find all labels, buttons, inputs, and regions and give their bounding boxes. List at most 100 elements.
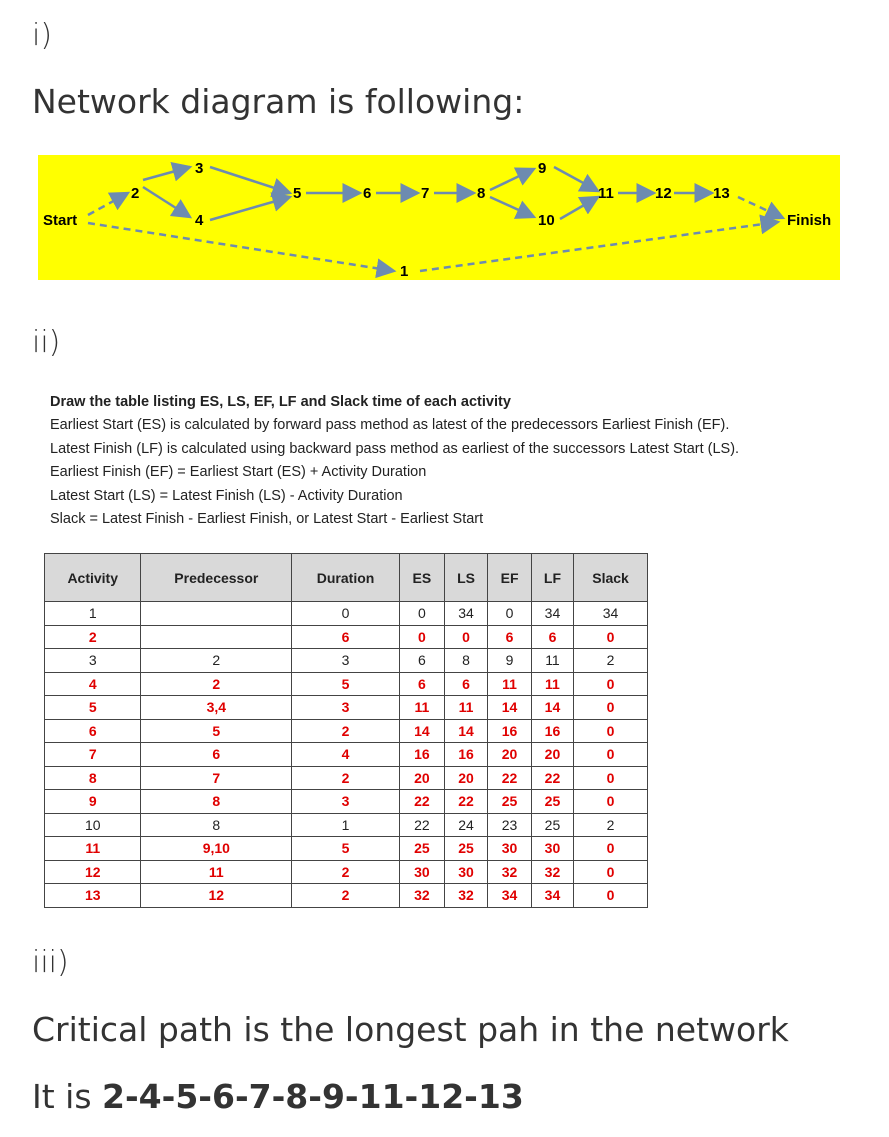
section-label-ii: ii) bbox=[32, 325, 61, 360]
table-cell-es: 22 bbox=[398, 789, 445, 814]
table-cell-lf: 11 bbox=[530, 671, 575, 696]
table-cell-duration: 5 bbox=[291, 671, 400, 696]
edge-13-finish bbox=[737, 195, 786, 220]
node-5: 5 bbox=[293, 185, 301, 202]
table-cell-ef: 16 bbox=[487, 718, 532, 743]
table-cell-activity: 6 bbox=[43, 718, 142, 743]
edge-3-5 bbox=[209, 165, 293, 198]
table-cell-predecessor: 2 bbox=[140, 648, 293, 673]
table-row: 7 6 4 16 16 20 20 0 bbox=[43, 742, 648, 767]
table-cell-ls: 0 bbox=[443, 624, 489, 649]
edge-2-3 bbox=[142, 162, 193, 182]
table-cell-slack: 0 bbox=[573, 836, 648, 861]
table-cell-es: 32 bbox=[398, 883, 445, 908]
table-cell-ef: 23 bbox=[487, 812, 532, 837]
table-cell-es: 6 bbox=[398, 671, 445, 696]
table-cell-es: 25 bbox=[398, 836, 445, 861]
table-cell-lf: 20 bbox=[530, 742, 575, 767]
critical-path-prefix: It is bbox=[32, 1077, 103, 1116]
node-12: 12 bbox=[655, 185, 672, 202]
table-row: 10 8 1 22 24 23 25 2 bbox=[43, 812, 648, 837]
table-cell-ef: 20 bbox=[487, 742, 532, 767]
node-6: 6 bbox=[363, 185, 371, 202]
table-cell-duration: 3 bbox=[291, 648, 400, 673]
table-cell-activity: 13 bbox=[43, 883, 142, 908]
table-cell-slack: 0 bbox=[573, 718, 648, 743]
table-cell-duration: 2 bbox=[291, 718, 400, 743]
table-cell-ef: 14 bbox=[487, 695, 532, 720]
table-cell-activity: 8 bbox=[43, 765, 142, 790]
table-cell-es: 16 bbox=[398, 742, 445, 767]
instruction-line: Slack = Latest Finish - Earliest Finish,… bbox=[50, 511, 484, 528]
node-1: 1 bbox=[400, 263, 408, 280]
node-11: 11 bbox=[598, 185, 614, 202]
schedule-table: Activity Predecessor Duration ES LS EF LF Slack… bbox=[43, 553, 648, 908]
table-header-row: Activity Predecessor Duration ES LS EF LF Slack bbox=[43, 553, 648, 602]
edge-start-2 bbox=[87, 191, 131, 217]
table-cell-duration: 3 bbox=[291, 695, 400, 720]
table-cell-predecessor: 6 bbox=[140, 742, 293, 767]
table-cell-ef: 22 bbox=[487, 765, 532, 790]
table-cell-ls: 24 bbox=[443, 812, 489, 837]
instructions: Draw the table listing ES, LS, EF, LF an… bbox=[50, 391, 739, 531]
instruction-line: Latest Finish (LF) is calculated using b… bbox=[50, 440, 740, 457]
column-header: Activity bbox=[43, 553, 142, 602]
table-cell-slack: 0 bbox=[573, 789, 648, 814]
table-cell-ef: 11 bbox=[487, 671, 532, 696]
table-cell-predecessor: 8 bbox=[140, 789, 293, 814]
table-cell-ef: 6 bbox=[487, 624, 532, 649]
edge-9-11 bbox=[553, 165, 601, 193]
instruction-line: Earliest Finish (EF) = Earliest Start (E… bbox=[50, 464, 427, 481]
node-finish: Finish bbox=[787, 212, 831, 229]
table-cell-lf: 34 bbox=[530, 601, 575, 626]
node-2: 2 bbox=[131, 185, 139, 202]
table-cell-duration: 2 bbox=[291, 765, 400, 790]
node-3: 3 bbox=[195, 160, 203, 177]
table-cell-ls: 11 bbox=[443, 695, 489, 720]
table-cell-duration: 5 bbox=[291, 836, 400, 861]
table-row: 4 2 5 6 6 11 11 0 bbox=[43, 671, 648, 696]
table-cell-predecessor: 3,4 bbox=[140, 695, 293, 720]
table-cell-lf: 11 bbox=[530, 648, 575, 673]
critical-path-description: Critical path is the longest pah in the … bbox=[32, 1010, 789, 1049]
table-cell-es: 20 bbox=[398, 765, 445, 790]
node-8: 8 bbox=[477, 185, 485, 202]
column-header: Slack bbox=[573, 553, 648, 602]
table-cell-duration: 2 bbox=[291, 883, 400, 908]
table-cell-activity: 9 bbox=[43, 789, 142, 814]
table-cell-predecessor bbox=[140, 601, 293, 626]
table-row: 5 3,4 3 11 11 14 14 0 bbox=[43, 695, 648, 720]
edge-8-10 bbox=[489, 195, 537, 219]
section-heading: Network diagram is following: bbox=[32, 82, 525, 121]
diagram-background bbox=[38, 155, 840, 280]
table-cell-slack: 0 bbox=[573, 624, 648, 649]
edge-4-5 bbox=[209, 192, 293, 222]
table-cell-predecessor: 8 bbox=[140, 812, 293, 837]
table-cell-duration: 0 bbox=[291, 601, 400, 626]
table-cell-ef: 9 bbox=[487, 648, 532, 673]
table-cell-ls: 25 bbox=[443, 836, 489, 861]
table-cell-predecessor: 5 bbox=[140, 718, 293, 743]
table-cell-slack: 0 bbox=[573, 883, 648, 908]
table-cell-lf: 32 bbox=[530, 859, 575, 884]
table-cell-ls: 34 bbox=[443, 601, 489, 626]
table-row: 11 9,10 5 25 25 30 30 0 bbox=[43, 836, 648, 861]
edge-8-9 bbox=[489, 167, 537, 192]
table-cell-activity: 4 bbox=[43, 671, 142, 696]
table-cell-lf: 6 bbox=[530, 624, 575, 649]
edge-2-4 bbox=[142, 185, 193, 219]
table-cell-ef: 0 bbox=[487, 601, 532, 626]
node-start: Start bbox=[43, 212, 77, 229]
table-cell-es: 0 bbox=[398, 624, 445, 649]
column-header: ES bbox=[398, 553, 445, 602]
column-header: LS bbox=[443, 553, 489, 602]
column-header: EF bbox=[487, 553, 532, 602]
instruction-line: Earliest Start (ES) is calculated by for… bbox=[50, 417, 730, 434]
instruction-line: Latest Start (LS) = Latest Finish (LS) -… bbox=[50, 487, 403, 504]
table-cell-ef: 34 bbox=[487, 883, 532, 908]
instructions-title: Draw the table listing ES, LS, EF, LF an… bbox=[50, 394, 511, 410]
table-cell-slack: 2 bbox=[573, 812, 648, 837]
table-cell-predecessor: 12 bbox=[140, 883, 293, 908]
table-cell-duration: 4 bbox=[291, 742, 400, 767]
edge-10-11 bbox=[559, 195, 601, 221]
